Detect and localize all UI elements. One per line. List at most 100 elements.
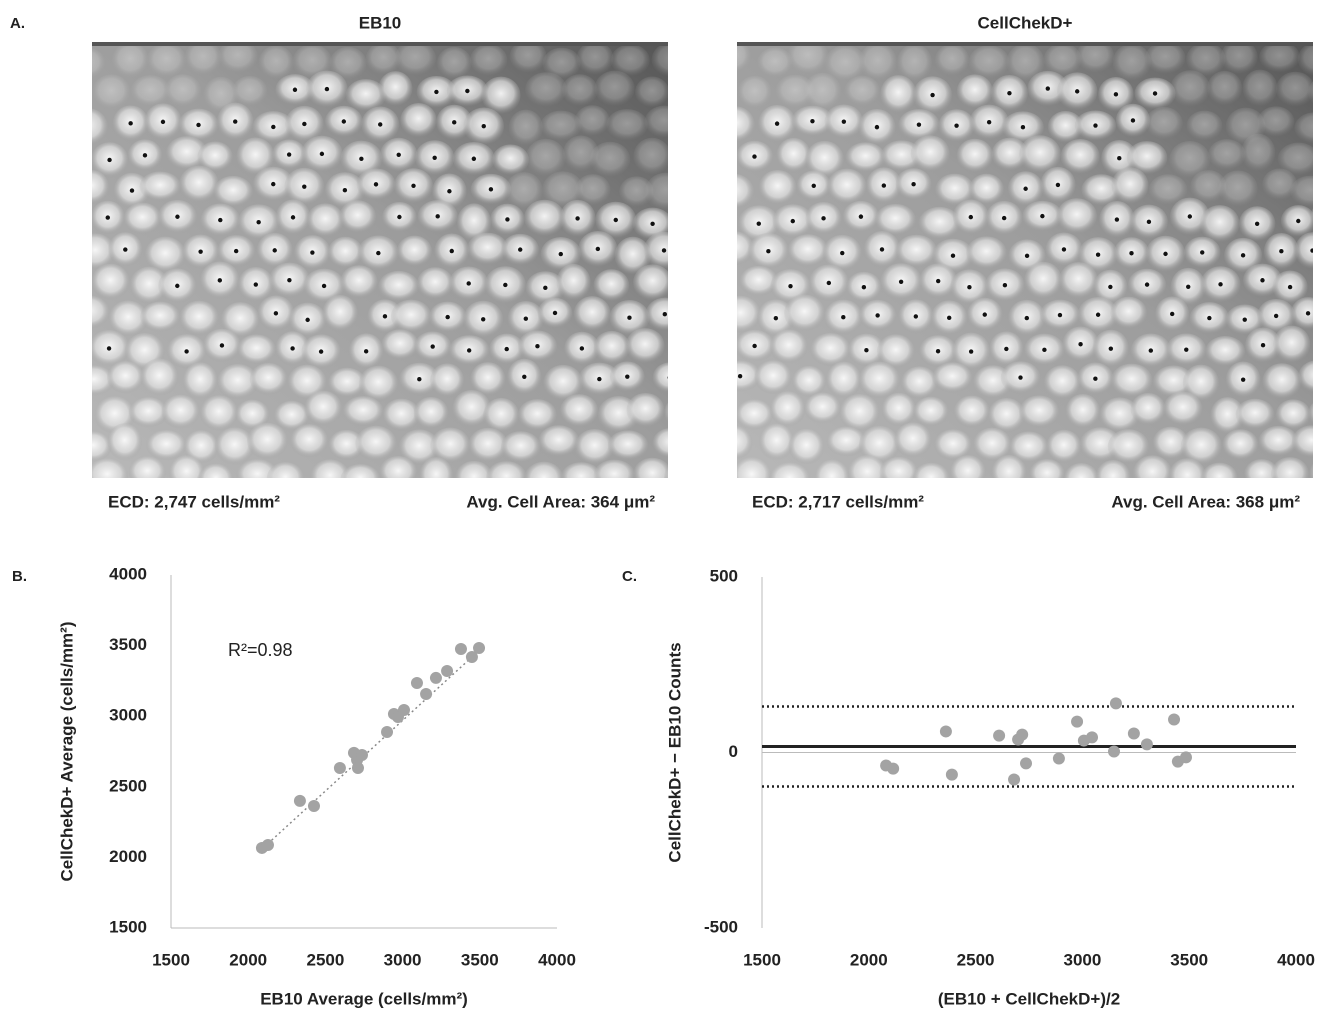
cell-marker — [253, 282, 258, 287]
cell — [538, 425, 580, 457]
cell-marker — [1305, 311, 1311, 316]
cell-marker — [292, 87, 298, 92]
cell-marker — [811, 183, 816, 188]
cell-marker — [1024, 253, 1030, 259]
cell-marker — [411, 183, 416, 188]
cell-marker — [85, 125, 89, 129]
cell-marker — [840, 250, 845, 256]
cell — [769, 329, 808, 364]
cell — [635, 76, 668, 108]
cell-marker — [788, 283, 793, 289]
data-point — [397, 703, 410, 716]
cell — [1132, 455, 1172, 478]
cell — [737, 75, 772, 110]
cell-marker — [256, 219, 261, 225]
cell — [769, 391, 806, 428]
cell — [182, 362, 218, 400]
cell — [737, 106, 755, 143]
cell — [1294, 112, 1313, 144]
cell — [784, 294, 825, 332]
cell-marker — [535, 344, 540, 349]
cell-marker — [1148, 348, 1154, 353]
cell — [342, 396, 384, 427]
cell-marker — [661, 248, 667, 253]
cell-marker — [363, 349, 369, 354]
cell-marker — [449, 248, 454, 254]
cell — [199, 395, 238, 432]
cell — [140, 358, 179, 397]
cell — [379, 455, 418, 478]
cell-marker — [466, 281, 471, 286]
cell-marker — [682, 221, 686, 225]
data-point — [293, 794, 306, 807]
cell — [1019, 395, 1060, 429]
cell — [987, 397, 1026, 433]
cell — [737, 46, 751, 74]
cell — [92, 108, 108, 146]
cell — [737, 360, 761, 392]
cell — [1169, 140, 1211, 179]
y-tick-label: 4000 — [109, 564, 147, 583]
cell — [467, 232, 508, 265]
cell — [666, 215, 668, 231]
annotation: R²=0.98 — [228, 640, 293, 660]
cell — [197, 141, 233, 173]
cell-marker — [310, 250, 315, 255]
cell-marker — [947, 315, 952, 321]
cell-marker — [447, 189, 452, 194]
cell-marker — [1061, 247, 1067, 252]
cell — [525, 72, 567, 107]
cell — [542, 171, 584, 209]
cell — [106, 361, 144, 394]
cell — [787, 234, 829, 268]
cell — [561, 74, 598, 106]
data-point — [1086, 731, 1099, 744]
cell — [179, 165, 219, 203]
cell — [651, 46, 668, 77]
cell-marker — [650, 221, 655, 226]
cell — [111, 46, 149, 79]
cell-marker — [667, 376, 668, 379]
cell — [345, 79, 386, 112]
x-tick-label: 2500 — [306, 950, 344, 969]
cell — [1145, 106, 1183, 140]
cell-marker — [954, 123, 959, 128]
cell-marker — [841, 119, 847, 124]
cell — [1310, 208, 1313, 224]
cell-marker — [452, 120, 457, 125]
cell — [934, 46, 970, 76]
cell — [258, 46, 294, 80]
cell — [542, 47, 581, 80]
cell-marker — [471, 156, 477, 161]
cell — [1186, 46, 1226, 77]
cell — [652, 362, 668, 393]
cell — [1043, 46, 1082, 77]
cell-marker — [864, 348, 869, 353]
cell — [183, 430, 219, 464]
cell — [895, 234, 938, 268]
cell-marker — [1093, 376, 1098, 381]
cell — [508, 109, 543, 146]
cell — [827, 168, 867, 205]
cell — [1277, 142, 1313, 176]
cell-marker — [935, 349, 941, 354]
cell-marker — [1310, 248, 1313, 253]
cell — [1019, 135, 1061, 174]
image-caption: ECD: 2,747 cells/mm² — [108, 492, 280, 511]
cell-marker — [1002, 283, 1008, 288]
cell — [1076, 46, 1115, 73]
cell — [737, 231, 754, 266]
cell — [1309, 463, 1313, 478]
cell-marker — [1055, 182, 1061, 188]
cell — [804, 392, 841, 424]
cell — [1262, 363, 1302, 400]
cell-marker — [271, 181, 276, 187]
cell — [810, 332, 851, 367]
cell — [454, 460, 494, 478]
cell — [1056, 198, 1098, 234]
cell — [644, 105, 668, 138]
cell-marker — [1200, 250, 1205, 255]
cell — [1099, 397, 1140, 433]
cell — [739, 265, 778, 297]
cell — [214, 427, 255, 465]
